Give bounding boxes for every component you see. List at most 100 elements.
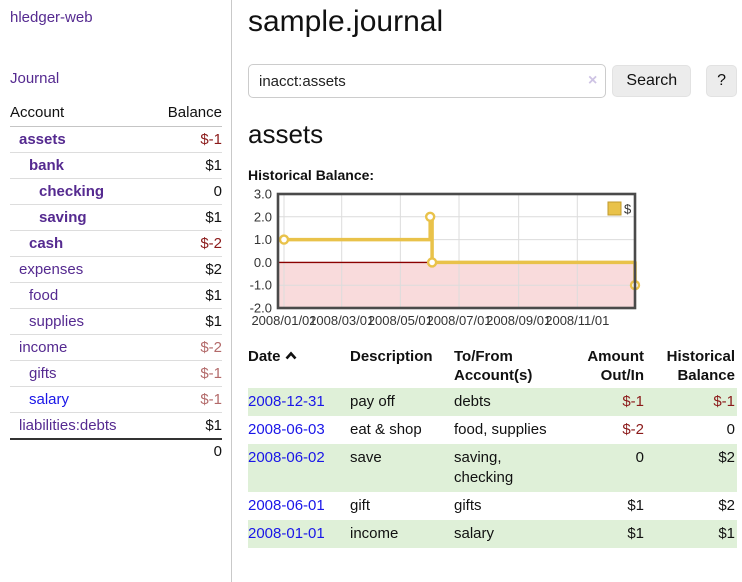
legend-swatch xyxy=(607,201,622,216)
date-header-label: Date xyxy=(248,348,281,365)
historical-balance-chart: $3.0 2.0 1.0 0.0 -1.0 -2.02008/01/012008/03/0… xyxy=(250,188,641,328)
accounts-table: Account Balance assets $-1 bank $1 checking 0… xyxy=(10,101,222,464)
account-row: supplies $1 xyxy=(10,308,222,335)
account-row: bank $1 xyxy=(10,152,222,179)
sidebar: hledger-web Journal Account Balance asse… xyxy=(0,0,232,582)
account-balance: $2 xyxy=(150,256,222,283)
account-link[interactable]: salary xyxy=(29,391,70,408)
register-header-description: Description xyxy=(350,348,433,365)
svg-text:2008/05/01: 2008/05/01 xyxy=(368,313,433,328)
account-balance: $1 xyxy=(150,412,222,439)
account-balance: $1 xyxy=(150,308,222,335)
data-point-marker xyxy=(278,234,290,245)
register-header-date[interactable]: Date xyxy=(248,344,350,388)
register-row[interactable]: 2008-01-01 income salary $1 $1 xyxy=(248,520,737,548)
account-balance: $1 xyxy=(150,282,222,309)
svg-text:2008/11/01: 2008/11/01 xyxy=(545,313,609,328)
account-link[interactable]: income xyxy=(19,339,68,356)
account-link[interactable]: checking xyxy=(39,183,105,200)
svg-text:2008/01/01: 2008/01/01 xyxy=(251,313,316,328)
transaction-amount: $1 xyxy=(627,497,644,514)
account-row: income $-2 xyxy=(10,334,222,361)
accounts-header-account: Account xyxy=(10,101,151,127)
search-input[interactable] xyxy=(248,64,607,98)
legend-label: $ xyxy=(624,202,632,217)
account-link[interactable]: expenses xyxy=(19,261,84,278)
accounts-table-header: Account Balance xyxy=(10,101,222,127)
transaction-date-link[interactable]: 2008-01-01 xyxy=(248,525,325,542)
svg-text:3.0: 3.0 xyxy=(254,188,272,202)
search-form: × Search ? xyxy=(248,64,737,98)
account-link[interactable]: saving xyxy=(39,209,87,226)
search-input-wrap: × xyxy=(248,64,607,98)
transaction-accounts: food, supplies xyxy=(454,421,547,438)
transaction-balance: $2 xyxy=(718,497,735,514)
transaction-date-link[interactable]: 2008-06-02 xyxy=(248,449,325,466)
svg-text:2008/03/01: 2008/03/01 xyxy=(309,313,374,328)
account-link[interactable]: supplies xyxy=(29,313,85,330)
register-row[interactable]: 2008-06-02 save saving, checking 0 $2 xyxy=(248,444,737,492)
transaction-accounts: salary xyxy=(454,520,576,548)
transaction-description: pay off xyxy=(350,388,454,416)
transaction-balance: $2 xyxy=(646,444,737,492)
transaction-balance: $1 xyxy=(646,520,737,548)
register-table: Date Description To/From Account(s) Amou… xyxy=(248,344,737,548)
account-balance: 0 xyxy=(150,178,222,205)
sort-caret-up-icon xyxy=(285,347,297,366)
account-row: salary $-1 xyxy=(10,386,222,413)
transaction-description: income xyxy=(350,520,454,548)
svg-text:2008/07/01: 2008/07/01 xyxy=(426,313,491,328)
account-row: checking 0 xyxy=(10,178,222,205)
account-link[interactable]: liabilities:debts xyxy=(19,417,117,434)
data-point-marker xyxy=(426,257,438,268)
svg-text:-2.0: -2.0 xyxy=(250,301,272,316)
transaction-amount: $1 xyxy=(576,520,646,548)
account-link[interactable]: cash xyxy=(29,235,64,252)
transaction-balance: $-1 xyxy=(646,388,737,416)
account-row: gifts $-1 xyxy=(10,360,222,387)
transaction-date-link[interactable]: 2008-06-01 xyxy=(248,497,325,514)
account-row: assets $-1 xyxy=(10,127,222,153)
account-balance: $-2 xyxy=(150,230,222,257)
account-link[interactable]: bank xyxy=(29,157,65,174)
clear-search-icon[interactable]: × xyxy=(588,72,598,89)
main-content: sample.journal × Search ? assets Histori… xyxy=(233,0,742,582)
account-row: saving $1 xyxy=(10,204,222,231)
account-row: expenses $2 xyxy=(10,256,222,283)
account-row: food $1 xyxy=(10,282,222,309)
app-title-link[interactable]: hledger-web xyxy=(10,9,93,26)
transaction-description: eat & shop xyxy=(350,421,422,438)
register-row[interactable]: 2008-12-31 pay off debts $-1 $-1 xyxy=(248,388,737,416)
register-header-balance: Historical Balance xyxy=(666,348,735,384)
page-title: sample.journal xyxy=(248,5,444,38)
account-balance: $-1 xyxy=(150,360,222,387)
register-row[interactable]: 2008-06-01 gift gifts $1 $2 xyxy=(248,492,737,520)
transaction-accounts: gifts xyxy=(454,497,482,514)
transaction-description: gift xyxy=(350,497,371,514)
help-button[interactable]: ? xyxy=(706,65,737,97)
transaction-date-link[interactable]: 2008-06-03 xyxy=(248,421,325,438)
account-balance: $1 xyxy=(150,152,222,179)
register-header-amount: Amount Out/In xyxy=(587,348,644,384)
transaction-amount: 0 xyxy=(576,444,646,492)
accounts-total-value: 0 xyxy=(150,438,222,464)
transaction-date-link[interactable]: 2008-12-31 xyxy=(248,393,325,410)
account-balance: $-2 xyxy=(150,334,222,361)
account-link[interactable]: assets xyxy=(19,131,66,148)
sidebar-item-journal[interactable]: Journal xyxy=(10,70,60,87)
svg-text:1.0: 1.0 xyxy=(254,232,272,247)
account-balance: $-1 xyxy=(200,131,222,148)
transaction-description: save xyxy=(350,444,454,492)
register-row[interactable]: 2008-06-03 eat & shop food, supplies $-2 0 xyxy=(248,416,737,444)
transaction-balance: 0 xyxy=(726,421,735,438)
search-button[interactable]: Search xyxy=(612,65,692,97)
account-link[interactable]: gifts xyxy=(29,365,57,382)
svg-text:0.0: 0.0 xyxy=(254,255,272,270)
transaction-accounts: saving, checking xyxy=(454,444,576,492)
transaction-amount: $-2 xyxy=(622,421,644,438)
account-link[interactable]: food xyxy=(29,287,59,304)
accounts-header-balance: Balance xyxy=(150,101,222,127)
register-header-accounts: To/From Account(s) xyxy=(454,348,533,384)
accounts-total-row: 0 xyxy=(10,438,222,464)
account-balance: $-1 xyxy=(150,386,222,413)
